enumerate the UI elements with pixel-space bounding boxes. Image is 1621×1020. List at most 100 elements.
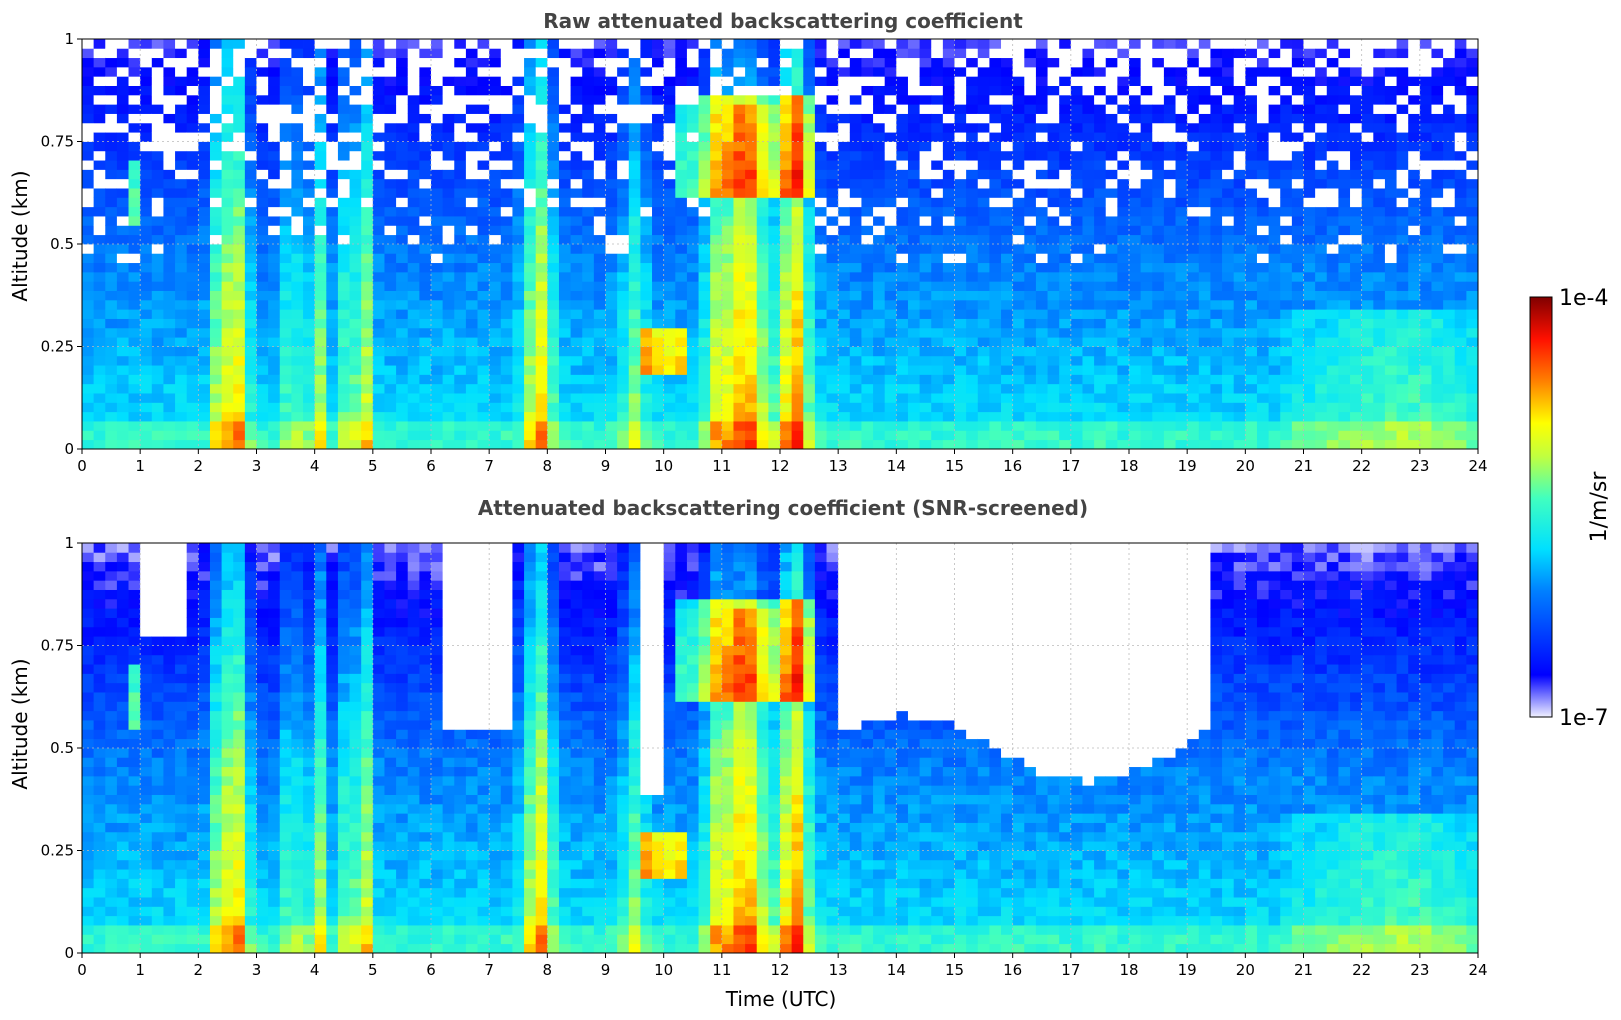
heatmap-cell (756, 122, 769, 133)
heatmap-cell (1163, 430, 1176, 441)
heatmap-cell (1070, 281, 1083, 291)
heatmap-cell (698, 439, 711, 450)
heatmap-cell (1175, 104, 1188, 114)
heatmap-cell (442, 132, 455, 142)
heatmap-cell (361, 188, 374, 198)
heatmap-cell (1094, 365, 1107, 375)
heatmap-cell (1035, 355, 1048, 366)
heatmap-cell (256, 318, 269, 329)
heatmap-cell (268, 421, 281, 431)
heatmap-cell (454, 66, 467, 77)
heatmap-cell (1035, 244, 1048, 254)
heatmap-cell (1105, 188, 1118, 198)
heatmap-cell (989, 141, 1002, 152)
heatmap-cell (186, 160, 199, 170)
heatmap-cell (605, 150, 618, 161)
heatmap-cell (884, 383, 897, 394)
heatmap-cell (1280, 374, 1293, 385)
heatmap-cell (82, 421, 95, 431)
heatmap-cell (1326, 85, 1339, 96)
heatmap-cell (233, 262, 246, 273)
heatmap-cell (1361, 430, 1374, 441)
heatmap-cell (151, 253, 164, 264)
heatmap-cell (1268, 262, 1281, 273)
heatmap-cell (1396, 337, 1409, 347)
heatmap-cell (1070, 299, 1083, 310)
heatmap-cell (1024, 421, 1037, 431)
heatmap-cell (1222, 113, 1235, 124)
heatmap-cell (838, 57, 851, 68)
heatmap-cell (524, 76, 537, 86)
heatmap-cell (314, 234, 327, 245)
heatmap-cell (1338, 271, 1351, 282)
heatmap-cell (1024, 290, 1037, 301)
heatmap-cell (1163, 327, 1176, 338)
heatmap-cell (826, 281, 839, 291)
heatmap-cell (593, 160, 606, 170)
heatmap-cell (372, 188, 385, 198)
heatmap-cell (1373, 48, 1386, 59)
heatmap-cell (931, 253, 944, 264)
heatmap-cell (826, 150, 839, 161)
heatmap-cell (1384, 39, 1397, 49)
heatmap-cell (233, 122, 246, 133)
heatmap-cell (628, 337, 641, 347)
heatmap-cell (1140, 85, 1153, 96)
heatmap-cell (931, 206, 944, 217)
heatmap-cell (1175, 383, 1188, 394)
heatmap-cell (407, 327, 420, 338)
heatmap-cell (966, 244, 979, 254)
heatmap-cell (1384, 309, 1397, 319)
heatmap-cell (1198, 337, 1211, 347)
heatmap-cell (1187, 169, 1200, 180)
heatmap-cell (652, 271, 665, 282)
heatmap-cell (407, 178, 420, 189)
heatmap-cell (407, 346, 420, 357)
heatmap-cell (814, 411, 827, 422)
heatmap-cell (1082, 57, 1095, 68)
heatmap-cell (396, 104, 409, 114)
heatmap-cell (1245, 150, 1258, 161)
heatmap-cell (1233, 150, 1246, 161)
heatmap-cell (605, 299, 618, 310)
heatmap-cell (1210, 253, 1223, 264)
heatmap-cell (617, 234, 630, 245)
heatmap-cell (873, 57, 886, 68)
heatmap-cell (477, 430, 490, 441)
heatmap-cell (547, 383, 560, 394)
heatmap-cell (593, 337, 606, 347)
heatmap-cell (163, 225, 176, 236)
heatmap-cell (1350, 318, 1363, 329)
heatmap-cell (407, 271, 420, 282)
heatmap-cell (209, 402, 222, 413)
heatmap-cell (268, 355, 281, 366)
heatmap-cell (558, 169, 571, 180)
heatmap-cell (198, 76, 211, 86)
heatmap-cell (209, 421, 222, 431)
heatmap-cell (663, 374, 676, 385)
heatmap-cell (686, 318, 699, 329)
heatmap-cell (163, 355, 176, 366)
heatmap-cell (640, 402, 653, 413)
heatmap-cell (1047, 309, 1060, 319)
heatmap-cell (1315, 188, 1328, 198)
heatmap-cell (500, 337, 513, 347)
heatmap-cell (1338, 48, 1351, 59)
heatmap-cell (1245, 271, 1258, 282)
heatmap-cell (477, 439, 490, 450)
heatmap-cell (349, 113, 362, 124)
heatmap-cell (710, 262, 723, 273)
heatmap-cell (128, 318, 141, 329)
heatmap-cell (465, 197, 478, 208)
heatmap-cell (942, 402, 955, 413)
heatmap-cell (1012, 439, 1025, 450)
heatmap-cell (291, 141, 304, 152)
heatmap-cell (966, 57, 979, 68)
heatmap-cell (907, 281, 920, 291)
heatmap-cell (1012, 141, 1025, 152)
heatmap-cell (1256, 57, 1269, 68)
heatmap-cell (907, 169, 920, 180)
heatmap-cell (116, 76, 129, 86)
heatmap-cell (337, 430, 350, 441)
heatmap-cell (82, 393, 95, 403)
